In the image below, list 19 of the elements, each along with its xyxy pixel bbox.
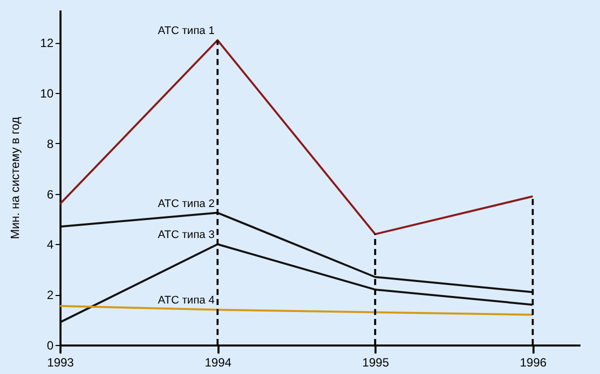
y-tick-label: 10 xyxy=(40,86,54,101)
y-tick-label: 4 xyxy=(46,238,54,252)
series-label: АТС типа 1 xyxy=(158,25,215,38)
y-tick-label: 2 xyxy=(46,288,54,302)
x-tick-label: 1995 xyxy=(362,356,390,370)
y-axis-title: Мин. на систему в год xyxy=(8,116,22,240)
series-label: АТС типа 2 xyxy=(158,198,215,210)
series-label: АТС типа 4 xyxy=(158,294,215,307)
x-tick-label: 1993 xyxy=(47,356,74,370)
line-series xyxy=(59,212,534,294)
series-label: АТС типа 3 xyxy=(158,229,215,242)
y-tick-label: 12 xyxy=(40,36,54,50)
x-tick-label: 1996 xyxy=(520,356,547,370)
x-tick-label: 1994 xyxy=(204,356,232,370)
line-series xyxy=(59,304,534,316)
line-series xyxy=(59,243,534,324)
y-tick-label: 6 xyxy=(46,187,54,202)
y-tick-label: 0 xyxy=(46,338,54,352)
y-tick-label: 8 xyxy=(46,136,54,151)
